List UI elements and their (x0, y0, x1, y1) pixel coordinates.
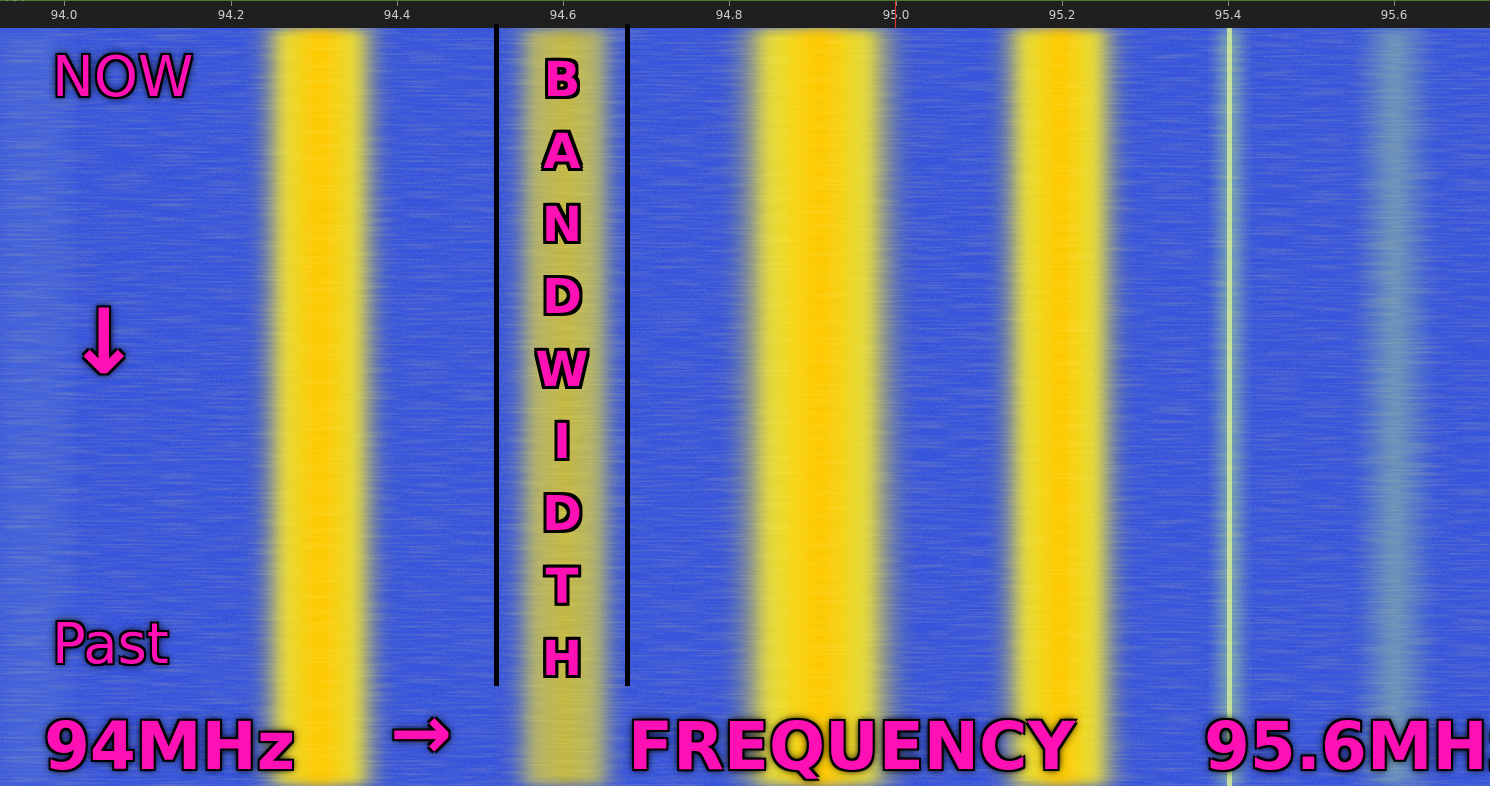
bandwidth-letter: A (543, 124, 581, 181)
bandwidth-letter: N (541, 196, 583, 253)
frequency-axis-label: FREQUENCY (628, 708, 1076, 785)
now-label: NOW (52, 45, 194, 110)
bandwidth-letter: D (542, 486, 582, 543)
tick-mark (1228, 1, 1229, 6)
tick-mark (563, 1, 564, 6)
bandwidth-letter: H (541, 631, 583, 688)
bandwidth-right-edge[interactable] (625, 24, 630, 686)
frequency-ruler[interactable]: ⌒⌒ 94.0 94.2 94.4 94.6 94.8 95.0 95.2 (0, 0, 1490, 29)
tick-mark (729, 1, 730, 6)
bandwidth-letter: T (545, 558, 579, 615)
streak-texture (0, 28, 1490, 786)
waterfall-image (0, 28, 1490, 786)
tick-label: 94.2 (217, 8, 245, 22)
tick-mark (231, 1, 232, 6)
bandwidth-letter: W (535, 341, 589, 398)
right-arrow-icon: → (390, 690, 453, 776)
bandwidth-letter: D (542, 269, 582, 326)
tick-mark (896, 1, 897, 6)
tick-mark (397, 1, 398, 6)
tick-mark (64, 1, 65, 6)
tick-label: 95.0 (882, 8, 910, 22)
tick-mark (1062, 1, 1063, 6)
tick-label: 95.4 (1214, 8, 1242, 22)
bandwidth-left-edge[interactable] (494, 24, 499, 686)
bandwidth-letter: B (543, 52, 581, 108)
ruler-corner-glyph: ⌒⌒ (6, 0, 25, 10)
tick-mark (1394, 1, 1395, 6)
tick-label: 94.6 (549, 8, 577, 22)
start-frequency-label: 94MHz (44, 708, 296, 785)
bandwidth-label: B A N D W I D T H (499, 50, 625, 702)
end-frequency-label: 95.6MHz (1204, 708, 1490, 785)
tick-label: 95.6 (1380, 8, 1408, 22)
bandwidth-letter: I (553, 413, 571, 470)
tick-label: 94.0 (50, 8, 78, 22)
tick-label: 94.4 (383, 8, 411, 22)
tick-label: 94.8 (715, 8, 743, 22)
past-label: Past (52, 612, 169, 677)
down-arrow-icon: ↓ (66, 290, 142, 395)
center-frequency-marker[interactable] (895, 1, 896, 29)
bandwidth-marker: B A N D W I D T H (494, 24, 630, 687)
tick-label: 95.2 (1048, 8, 1076, 22)
waterfall-canvas[interactable] (0, 28, 1490, 786)
